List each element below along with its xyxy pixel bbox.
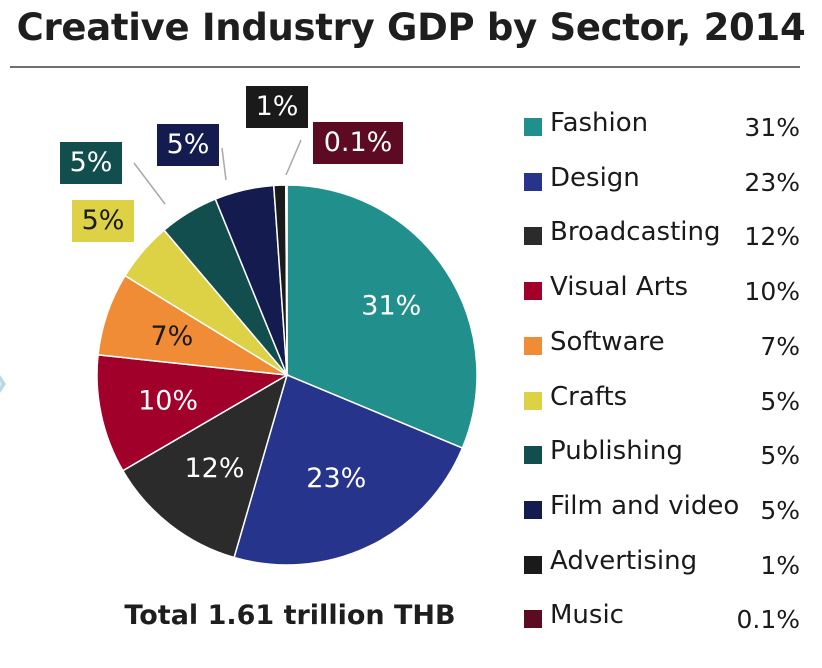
legend-swatch	[524, 500, 542, 519]
callout-label-crafts: 5%	[72, 200, 134, 242]
legend-swatch	[524, 172, 542, 191]
legend-item-music: Music 0.1%	[520, 600, 810, 640]
data-label-design: 23%	[306, 463, 366, 494]
left-edge-chevron	[0, 375, 6, 393]
legend-label: Design	[550, 162, 640, 193]
total-note: Total 1.61 trillion THB	[124, 600, 456, 631]
legend-label: Visual Arts	[550, 272, 689, 303]
legend-swatch	[524, 610, 542, 629]
legend-value: 12%	[744, 222, 800, 252]
legend-label: Crafts	[550, 381, 628, 412]
legend-swatch	[524, 391, 542, 410]
callout-label-publishing: 5%	[60, 142, 122, 184]
legend-value: 0.1%	[736, 605, 800, 635]
legend-value: 5%	[760, 441, 800, 471]
legend-value: 5%	[760, 495, 800, 525]
legend-swatch	[524, 282, 542, 301]
legend-item-film-and-video: Film and video 5%	[520, 491, 810, 531]
legend-swatch	[524, 118, 542, 136]
legend-value: 1%	[760, 550, 800, 580]
callout-label-music: 0.1%	[313, 122, 403, 164]
callout-label-advertising: 1%	[246, 86, 308, 128]
leader-line-film-and-video	[221, 147, 227, 181]
data-label-visual-arts: 10%	[138, 385, 198, 416]
leader-line-publishing	[133, 162, 166, 205]
legend-swatch	[524, 227, 542, 246]
legend-label: Film and video	[550, 490, 740, 521]
legend-label: Advertising	[550, 545, 698, 576]
legend-item-software: Software 7%	[520, 327, 810, 367]
leader-line-music	[285, 139, 302, 176]
legend-label: Fashion	[550, 108, 649, 138]
legend-item-visual-arts: Visual Arts 10%	[520, 272, 810, 312]
legend-value: 23%	[744, 167, 800, 197]
data-label-fashion: 31%	[361, 290, 421, 321]
legend-value: 7%	[760, 331, 800, 361]
legend-item-advertising: Advertising 1%	[520, 546, 810, 586]
chart-title: Creative Industry GDP by Sector, 2014	[16, 6, 806, 49]
pie-chart: 31% 23% 12% 10% 7%	[96, 139, 478, 566]
legend-item-crafts: Crafts 5%	[520, 382, 810, 422]
legend-label: Publishing	[550, 436, 683, 467]
legend-label: Software	[550, 326, 665, 357]
pie-slice-visual-arts	[96, 354, 290, 472]
legend-value: 5%	[760, 386, 800, 416]
legend-label: Music	[550, 600, 624, 631]
legend-swatch	[524, 336, 542, 355]
pie-slice-broadcasting	[121, 373, 289, 559]
pie-slice-fashion	[286, 184, 478, 450]
legend-label: Broadcasting	[550, 217, 721, 248]
legend-item-publishing: Publishing 5%	[520, 436, 810, 476]
legend-item-broadcasting: Broadcasting 12%	[520, 217, 810, 257]
data-label-broadcasting: 12%	[184, 453, 244, 484]
legend-value: 31%	[744, 113, 800, 142]
title-divider	[10, 66, 800, 68]
legend-item-design: Design 23%	[520, 163, 810, 203]
pie-slice-music	[285, 184, 288, 376]
pie-slice-design	[233, 373, 464, 566]
legend-swatch	[524, 446, 542, 465]
legend-item-fashion: Fashion 31%	[520, 108, 810, 148]
data-label-software: 7%	[150, 321, 193, 352]
legend-swatch	[524, 555, 542, 574]
callout-label-film-and-video: 5%	[157, 124, 219, 166]
legend-value: 10%	[744, 277, 800, 307]
